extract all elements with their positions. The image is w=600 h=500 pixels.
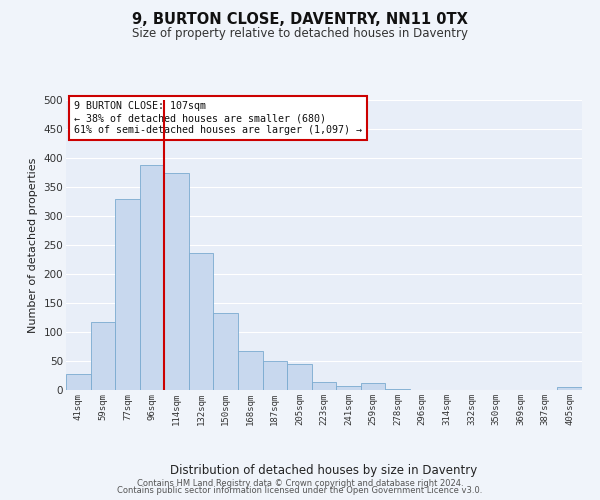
Text: Contains public sector information licensed under the Open Government Licence v3: Contains public sector information licen… [118,486,482,495]
Bar [214,313,238,390]
Text: 9, BURTON CLOSE, DAVENTRY, NN11 0TX: 9, BURTON CLOSE, DAVENTRY, NN11 0TX [132,12,468,28]
Bar [66,374,91,390]
X-axis label: Distribution of detached houses by size in Daventry: Distribution of detached houses by size … [170,464,478,477]
Bar [238,350,263,390]
Bar [361,383,385,390]
Text: 9 BURTON CLOSE: 107sqm
← 38% of detached houses are smaller (680)
61% of semi-de: 9 BURTON CLOSE: 107sqm ← 38% of detached… [74,102,362,134]
Bar [189,253,214,390]
Bar [312,382,336,390]
Bar [91,322,115,390]
Bar [557,386,582,390]
Bar [164,172,189,390]
Bar [115,198,140,390]
Y-axis label: Number of detached properties: Number of detached properties [28,158,38,332]
Bar [336,386,361,390]
Bar [263,361,287,390]
Text: Size of property relative to detached houses in Daventry: Size of property relative to detached ho… [132,28,468,40]
Bar [140,165,164,390]
Text: Contains HM Land Registry data © Crown copyright and database right 2024.: Contains HM Land Registry data © Crown c… [137,478,463,488]
Bar [287,364,312,390]
